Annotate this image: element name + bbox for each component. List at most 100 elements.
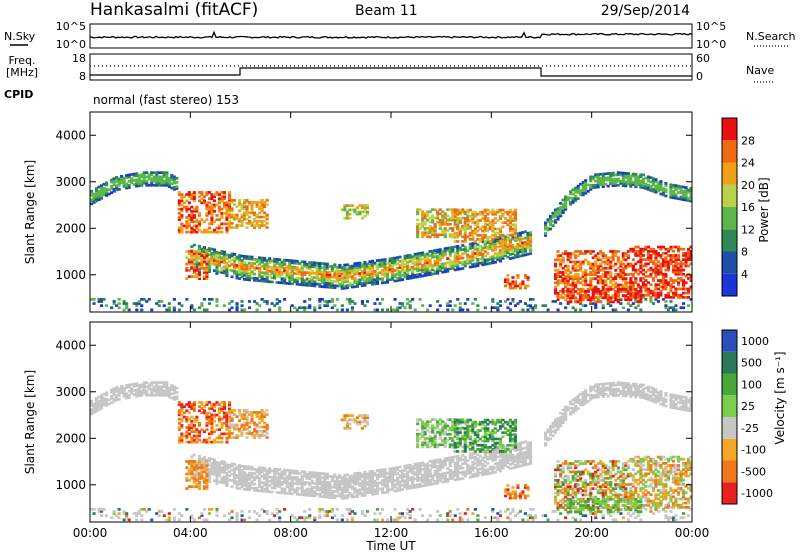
power-cell: [511, 244, 515, 247]
power-data-cells: [90, 171, 692, 312]
power-cell: [172, 306, 176, 310]
velocity-cell: [92, 409, 96, 412]
velocity-cell: [162, 381, 166, 384]
power-cell: [248, 257, 252, 261]
power-cell: [421, 253, 425, 257]
velocity-cell: [295, 469, 299, 473]
power-cell: [483, 227, 487, 231]
power-cell: [403, 263, 407, 266]
power-cell: [508, 227, 512, 231]
power-cell: [561, 279, 565, 283]
power-cell: [626, 308, 630, 312]
velocity-cell: [150, 389, 154, 393]
power-cell: [473, 229, 477, 233]
power-cell: [436, 233, 440, 237]
power-cell: [333, 276, 337, 279]
power-cell: [360, 276, 364, 279]
power-cell: [210, 193, 214, 196]
velocity-cell: [238, 481, 242, 484]
power-cell: [446, 229, 450, 232]
power-cell: [506, 280, 510, 284]
power-cell: [192, 228, 196, 232]
power-cell: [631, 285, 635, 289]
power-cell: [225, 214, 229, 217]
power-cell: [639, 308, 643, 312]
power-cell: [498, 236, 502, 240]
power-cell: [609, 279, 613, 283]
power-cell: [566, 256, 570, 260]
power-cell: [147, 298, 151, 301]
power-cell: [360, 282, 364, 285]
power-cell: [634, 262, 638, 266]
velocity-cell: [160, 391, 164, 395]
power-cell: [669, 283, 673, 287]
power-cell: [396, 277, 400, 280]
power-cell: [290, 272, 294, 275]
power-cell: [260, 203, 264, 206]
velocity-cell: [333, 490, 337, 493]
power-cell: [268, 261, 272, 265]
velocity-cell: [202, 458, 206, 461]
velocity-cell: [318, 486, 322, 490]
velocity-cell: [135, 518, 139, 522]
power-cell: [601, 260, 605, 264]
power-cell: [348, 275, 352, 279]
velocity-cell: [137, 390, 141, 393]
power-cell: [674, 268, 678, 272]
power-cell: [240, 263, 244, 266]
power-cell: [441, 220, 445, 224]
power-cell: [571, 296, 575, 300]
velocity-cell: [320, 482, 324, 486]
power-cell: [674, 270, 678, 274]
power-cell: [636, 296, 640, 300]
velocity-cell: [290, 488, 294, 491]
velocity-cell: [212, 471, 216, 474]
power-cell: [521, 280, 525, 284]
velocity-cell: [137, 392, 141, 395]
velocity-cell: [122, 510, 126, 513]
power-cell: [621, 178, 625, 181]
power-cell: [687, 256, 691, 259]
velocity-cell: [333, 475, 337, 479]
power-cell: [451, 266, 455, 270]
power-cell: [601, 283, 605, 287]
power-cell: [406, 269, 410, 272]
velocity-cell: [147, 385, 151, 389]
power-cell: [438, 258, 442, 262]
power-cell: [388, 270, 392, 273]
power-cell: [268, 269, 272, 273]
power-cell: [355, 280, 359, 284]
power-cell: [651, 249, 655, 253]
power-cell: [521, 237, 525, 240]
power-cell: [586, 290, 590, 293]
noise-ytick-bottom-right: 10^0: [696, 38, 726, 51]
velocity-cell: [320, 484, 324, 488]
power-cell: [579, 264, 583, 268]
power-cell: [162, 183, 166, 187]
power-cell: [393, 298, 397, 301]
power-cell: [656, 291, 660, 295]
velocity-cell: [411, 508, 415, 511]
power-cell: [468, 242, 472, 246]
velocity-cell: [363, 483, 367, 487]
power-cell: [511, 223, 515, 227]
power-cell: [265, 276, 269, 279]
power-cell: [687, 258, 691, 261]
velocity-cell: [288, 486, 292, 489]
power-cell: [596, 185, 600, 189]
velocity-cell: [278, 468, 282, 471]
power-cell: [677, 249, 681, 253]
power-cell: [471, 256, 475, 260]
velocity-cell: [160, 393, 164, 397]
velocity-cell: [413, 465, 417, 468]
power-cell: [641, 258, 645, 261]
power-cell: [589, 252, 593, 255]
power-cell: [556, 279, 560, 283]
power-cell: [669, 183, 673, 187]
power-cell: [100, 192, 104, 196]
power-cell: [659, 180, 663, 183]
power-cell: [280, 262, 284, 266]
power-cell: [614, 294, 618, 297]
power-cell: [501, 248, 505, 252]
power-cell: [145, 300, 149, 303]
